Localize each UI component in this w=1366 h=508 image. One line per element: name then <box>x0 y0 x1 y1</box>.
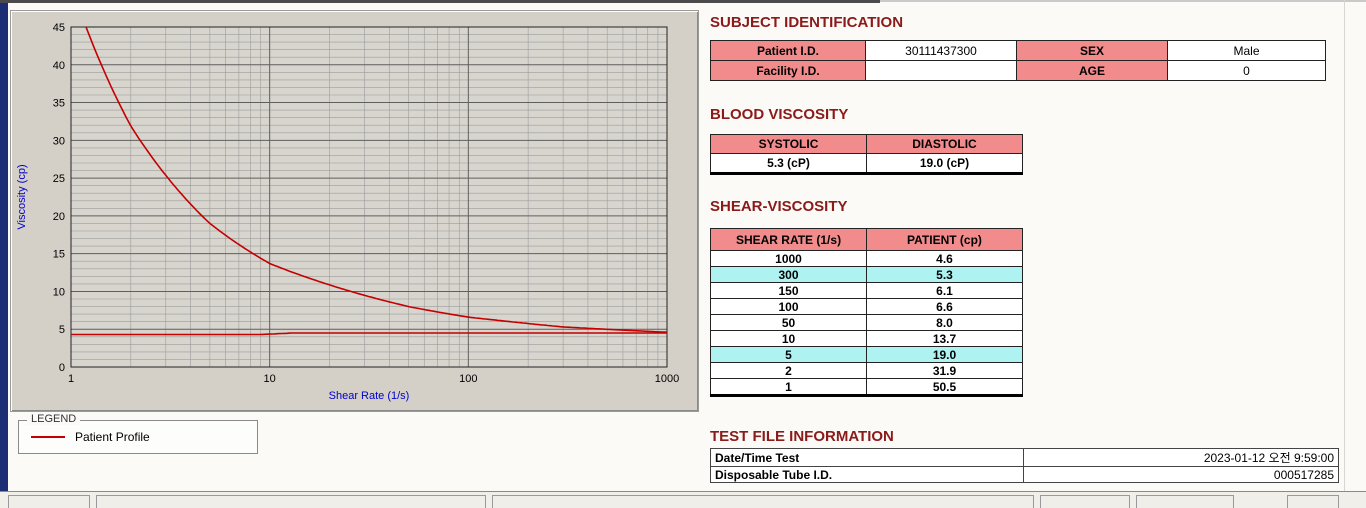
patient-viscosity-value: 4.6 <box>866 250 1023 267</box>
test-file-row: Date/Time Test 2023-01-12 오전 9:59:00 <box>710 448 1339 467</box>
subject-field-label: AGE <box>1016 60 1168 81</box>
svg-text:Shear Rate (1/s): Shear Rate (1/s) <box>329 390 410 402</box>
svg-text:20: 20 <box>53 211 65 223</box>
svg-text:Viscosity (cp): Viscosity (cp) <box>16 164 28 229</box>
shear-rate-value: 1000 <box>710 250 867 267</box>
shear-viscosity-row: 1 50.5 <box>710 378 1023 396</box>
bottom-partial-panel[interactable] <box>1136 495 1234 508</box>
subject-row: Patient I.D. 30111437300 SEX Male <box>710 40 1326 61</box>
shear-viscosity-row: 50 8.0 <box>710 314 1023 331</box>
systolic-header: SYSTOLIC <box>710 134 867 154</box>
bottom-partial-panel[interactable] <box>1040 495 1130 508</box>
svg-text:1000: 1000 <box>655 373 679 385</box>
patient-viscosity-value: 5.3 <box>866 266 1023 283</box>
blood-viscosity-header-row: SYSTOLIC DIASTOLIC <box>710 134 1023 154</box>
shear-rate-value: 300 <box>710 266 867 283</box>
subject-field-label: Patient I.D. <box>710 40 866 61</box>
patient-viscosity-value: 6.6 <box>866 298 1023 315</box>
subject-field-value: 30111437300 <box>865 40 1017 61</box>
svg-text:0: 0 <box>59 362 65 374</box>
shear-rate-value: 5 <box>710 346 867 363</box>
svg-text:35: 35 <box>53 98 65 110</box>
bottom-partial-panel[interactable] <box>8 495 90 508</box>
viscosity-chart-panel: 0 5 10 15 20 25 30 35 40 45 1 10 100 1000 Shear Rate (… <box>10 10 699 412</box>
bottom-partial-panel[interactable] <box>96 495 486 508</box>
shear-rate-value: 150 <box>710 282 867 299</box>
test-file-label: Disposable Tube I.D. <box>710 466 1024 483</box>
subject-identification-heading: SUBJECT IDENTIFICATION <box>710 14 904 31</box>
svg-text:15: 15 <box>53 249 65 261</box>
patient-viscosity-value: 31.9 <box>866 362 1023 379</box>
subject-identification-table: Patient I.D. 30111437300 SEX Male Facility I… <box>710 40 1326 81</box>
subject-field-value: Male <box>1167 40 1326 61</box>
patient-viscosity-value: 13.7 <box>866 330 1023 347</box>
shear-viscosity-row: 5 19.0 <box>710 346 1023 363</box>
top-window-edge <box>0 0 880 3</box>
top-window-edge-light <box>880 0 1366 2</box>
legend-entry: Patient Profile <box>19 421 257 453</box>
bottom-bar <box>0 491 1366 508</box>
shear-rate-value: 50 <box>710 314 867 331</box>
bottom-partial-panel[interactable] <box>492 495 1034 508</box>
test-file-value: 000517285 <box>1023 466 1339 483</box>
shear-viscosity-header-row: SHEAR RATE (1/s) PATIENT (cp) <box>710 228 1023 251</box>
left-window-edge <box>0 0 8 508</box>
viscosity-chart: 0 5 10 15 20 25 30 35 40 45 1 10 100 1000 Shear Rate (… <box>16 22 679 402</box>
shear-viscosity-row: 300 5.3 <box>710 266 1023 283</box>
subject-field-value: 0 <box>1167 60 1326 81</box>
shear-viscosity-row: 10 13.7 <box>710 330 1023 347</box>
legend-series-label: Patient Profile <box>75 430 150 444</box>
shear-rate-value: 100 <box>710 298 867 315</box>
svg-text:45: 45 <box>53 22 65 34</box>
shear-viscosity-heading: SHEAR-VISCOSITY <box>710 198 848 215</box>
shear-viscosity-row: 150 6.1 <box>710 282 1023 299</box>
bottom-partial-panel[interactable] <box>1287 495 1339 508</box>
diastolic-value: 19.0 (cP) <box>866 153 1023 174</box>
test-file-label: Date/Time Test <box>710 448 1024 467</box>
patient-viscosity-value: 19.0 <box>866 346 1023 363</box>
patient-cp-header: PATIENT (cp) <box>866 228 1023 251</box>
svg-text:10: 10 <box>264 373 276 385</box>
shear-viscosity-row: 100 6.6 <box>710 298 1023 315</box>
shear-viscosity-table: SHEAR RATE (1/s) PATIENT (cp) 1000 4.6 300… <box>710 228 1023 397</box>
right-divider <box>1344 0 1345 492</box>
test-file-row: Disposable Tube I.D. 000517285 <box>710 466 1339 483</box>
subject-field-label: SEX <box>1016 40 1168 61</box>
test-file-information-table: Date/Time Test 2023-01-12 오전 9:59:00 Dispo… <box>710 448 1339 483</box>
test-file-information-heading: TEST FILE INFORMATION <box>710 428 894 445</box>
svg-text:40: 40 <box>53 60 65 72</box>
subject-row: Facility I.D. AGE 0 <box>710 60 1326 81</box>
legend-title: LEGEND <box>27 413 81 425</box>
svg-text:25: 25 <box>53 173 65 185</box>
blood-viscosity-table: SYSTOLIC DIASTOLIC 5.3 (cP) 19.0 (cP) <box>710 134 1023 175</box>
subject-field-value <box>865 60 1017 81</box>
patient-viscosity-value: 8.0 <box>866 314 1023 331</box>
shear-rate-header: SHEAR RATE (1/s) <box>710 228 867 251</box>
svg-text:10: 10 <box>53 286 65 298</box>
blood-viscosity-heading: BLOOD VISCOSITY <box>710 106 849 123</box>
shear-rate-value: 2 <box>710 362 867 379</box>
systolic-value: 5.3 (cP) <box>710 153 867 174</box>
diastolic-header: DIASTOLIC <box>866 134 1023 154</box>
shear-rate-value: 1 <box>710 378 867 396</box>
shear-viscosity-row: 1000 4.6 <box>710 250 1023 267</box>
subject-field-label: Facility I.D. <box>710 60 866 81</box>
svg-text:1: 1 <box>68 373 74 385</box>
shear-viscosity-row: 2 31.9 <box>710 362 1023 379</box>
svg-text:100: 100 <box>459 373 477 385</box>
red-line-icon <box>31 436 65 438</box>
svg-text:5: 5 <box>59 324 65 336</box>
patient-viscosity-value: 50.5 <box>866 378 1023 396</box>
patient-viscosity-value: 6.1 <box>866 282 1023 299</box>
svg-text:30: 30 <box>53 135 65 147</box>
legend-box: LEGEND Patient Profile <box>18 413 258 454</box>
test-file-value: 2023-01-12 오전 9:59:00 <box>1023 448 1339 467</box>
blood-viscosity-value-row: 5.3 (cP) 19.0 (cP) <box>710 153 1023 174</box>
shear-rate-value: 10 <box>710 330 867 347</box>
